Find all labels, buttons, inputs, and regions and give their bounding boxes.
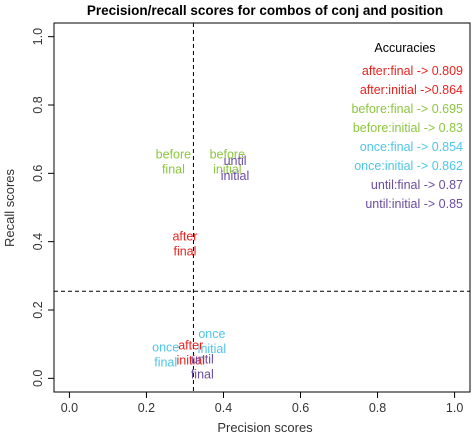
point-label-line: before: [210, 147, 245, 161]
x-tick-label: 0.8: [369, 401, 386, 415]
point-label-line: initial: [176, 354, 205, 368]
point-label-line: before: [156, 147, 191, 161]
point-label: once final: [152, 340, 179, 369]
point-label: once initial: [198, 327, 227, 356]
point-label: after initial: [176, 339, 205, 368]
point-label-line: until: [224, 154, 247, 168]
point-label-line: after: [172, 229, 197, 243]
point-label-line: final: [154, 355, 177, 369]
point-label-line: until: [191, 352, 214, 366]
legend-entry: before:final -> 0.695: [351, 102, 463, 116]
legend-entry: once:initial -> 0.862: [354, 159, 463, 173]
reference-lines: [54, 23, 470, 392]
y-tick-label: 0.8: [31, 96, 45, 113]
point-label: until final: [191, 352, 214, 381]
chart-title: Precision/recall scores for combos of co…: [87, 3, 443, 18]
point-label: after final: [172, 229, 197, 258]
legend-entry: after:final -> 0.809: [362, 64, 463, 78]
legend-entry: until:initial -> 0.85: [365, 197, 463, 211]
x-tick-label: 0.0: [61, 401, 78, 415]
x-tick-label: 1.0: [446, 401, 463, 415]
accuracy-legend: Accuracies after:final -> 0.809 after:ini…: [351, 41, 463, 211]
y-axis-label: Recall scores: [2, 168, 17, 247]
x-axis: 0.0 0.2 0.4 0.6 0.8 1.0: [61, 392, 463, 415]
point-label: before initial: [210, 147, 245, 176]
x-tick-label: 0.4: [215, 401, 232, 415]
y-tick-label: 0.6: [31, 165, 45, 182]
point-label: until initial: [221, 154, 250, 183]
legend-entry: once:final -> 0.854: [360, 140, 463, 154]
y-tick-label: 0.4: [31, 233, 45, 250]
point-label-line: after: [178, 339, 203, 353]
point-label-line: initial: [221, 169, 250, 183]
legend-title: Accuracies: [374, 41, 435, 55]
point-label-line: initial: [198, 342, 227, 356]
point-label-line: once: [152, 340, 179, 354]
x-axis-label: Precision scores: [217, 420, 313, 435]
point-label-line: final: [162, 162, 185, 176]
point-label-line: final: [191, 367, 214, 381]
x-tick-label: 0.2: [138, 401, 155, 415]
legend-entry: until:final -> 0.87: [371, 178, 463, 192]
y-tick-label: 0.2: [31, 301, 45, 318]
plot-frame: [53, 22, 471, 393]
point-label-line: initial: [213, 162, 242, 176]
y-tick-label: 1.0: [31, 28, 45, 45]
x-tick-label: 0.6: [292, 401, 309, 415]
legend-entry: after:initial ->0.864: [360, 83, 463, 97]
point-label: before final: [156, 147, 191, 176]
point-label-line: final: [173, 244, 196, 258]
y-axis: 0.0 0.2 0.4 0.6 0.8 1.0: [31, 28, 54, 387]
y-tick-label: 0.0: [31, 370, 45, 387]
point-label-line: once: [198, 327, 225, 341]
legend-entry: before:initial -> 0.83: [353, 121, 463, 135]
